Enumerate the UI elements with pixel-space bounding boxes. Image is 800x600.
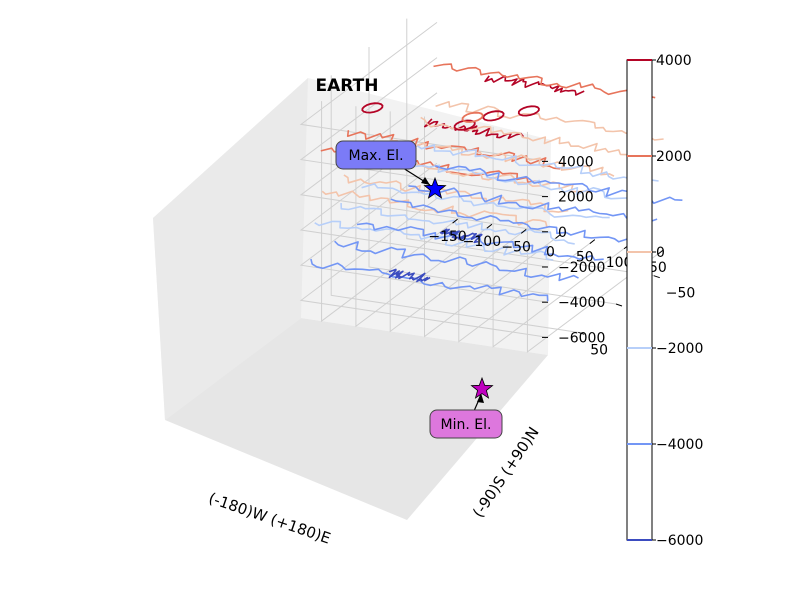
z-tick-label: 0 [558, 225, 567, 241]
y-tick-label: 50 [590, 342, 608, 358]
x-tick-label: −150 [428, 229, 466, 245]
colorbar-tick-label: 4000 [656, 53, 692, 69]
z-grid-line [299, 92, 549, 233]
x-tick-label: 100 [606, 255, 633, 271]
colorbar-frame [626, 59, 653, 541]
y-grid-line [406, 18, 654, 277]
contour-line [314, 220, 554, 261]
z-grid-line [299, 162, 549, 303]
max-elevation-arrowhead [421, 177, 430, 185]
x-grid-line [321, 101, 458, 323]
chart-title: EARTH [316, 76, 379, 96]
x-tick-mark [589, 239, 596, 245]
colorbar-tick-label: −4000 [656, 437, 703, 453]
contour-line [361, 102, 384, 114]
contour-line [310, 258, 549, 302]
contour-line [439, 228, 483, 244]
contour-line [408, 185, 658, 225]
z-grid-line [299, 197, 549, 338]
contour-line [420, 116, 640, 159]
y-tick-label: −50 [666, 286, 696, 302]
z-tick-label: 4000 [558, 154, 594, 170]
contour-line [388, 268, 431, 283]
contour-line [334, 240, 579, 282]
z-tick-label: −4000 [558, 295, 605, 311]
contour-line [340, 202, 575, 245]
colorbar-level-lines [627, 59, 652, 541]
min-elevation-label-box [429, 409, 503, 439]
contour-line [433, 63, 656, 99]
x-grid-line [492, 126, 630, 348]
x-tick-mark [452, 218, 458, 224]
x-tick-label: −50 [501, 239, 531, 255]
contour-line [346, 130, 561, 170]
axes-panes [153, 18, 664, 520]
x-grid-line [526, 131, 664, 353]
x-tick-mark [658, 249, 664, 255]
y-tick-mark [615, 303, 623, 307]
x-grid-line [424, 116, 561, 338]
z-tick-label: −6000 [558, 330, 605, 346]
x-axis-ticks: −150−100 −50 0 50 100 150 [428, 218, 667, 276]
contour-line [395, 160, 639, 200]
z-tick-label: 2000 [558, 190, 594, 206]
contour-line [390, 198, 634, 243]
max-elevation-label: Max. El. [348, 148, 403, 164]
colorbar: 4000 2000 0 −2000 −4000 −6000 [626, 53, 703, 549]
x-tick-label: 50 [576, 250, 594, 266]
contour-line [461, 111, 484, 123]
x-tick-label: −100 [463, 234, 501, 250]
colorbar-tick-label: 2000 [656, 149, 692, 165]
y-grid-line [368, 47, 617, 305]
x-grid-line [355, 106, 493, 328]
z-grid-line [299, 57, 549, 198]
max-elevation-annotation: Max. El. [335, 140, 447, 199]
colorbar-tick-label: −2000 [656, 341, 703, 357]
contour-line [356, 222, 604, 261]
x-tick-mark [520, 228, 527, 234]
min-elevation-star-marker [470, 376, 494, 399]
contour-line [416, 144, 659, 182]
colorbar-tick-label: −6000 [656, 533, 703, 549]
contour-line [482, 110, 505, 122]
colorbar-ticks: 4000 2000 0 −2000 −4000 −6000 [652, 53, 703, 549]
min-elevation-annotation: Min. El. [429, 376, 503, 439]
x-axis-title: (-180)W (+180)E [206, 489, 333, 548]
y-tick-mark [578, 331, 585, 335]
left-wall-pane [153, 78, 308, 420]
contour-line [484, 75, 585, 96]
contour-line [517, 105, 540, 117]
min-elevation-arrowhead [477, 393, 484, 403]
min-elevation-label: Min. El. [441, 417, 492, 433]
contour-lines [310, 63, 683, 302]
floor-pane [165, 318, 548, 520]
max-elevation-label-box [335, 140, 417, 170]
x-tick-mark [486, 223, 493, 229]
colorbar-tick-label: 0 [656, 245, 665, 261]
x-tick-mark [555, 234, 561, 239]
z-tick-label: −2000 [558, 260, 605, 276]
contour-line [361, 183, 610, 219]
y-tick-mark [653, 275, 660, 279]
x-tick-label: 0 [546, 245, 555, 261]
max-elevation-star-marker [423, 176, 447, 199]
